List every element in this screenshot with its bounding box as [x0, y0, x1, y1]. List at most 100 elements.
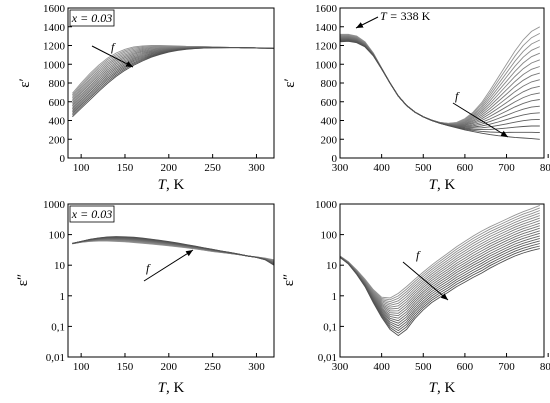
y-tick-label: 1 — [332, 291, 338, 303]
x-tick-label: 300 — [332, 162, 349, 174]
composition-label-box — [69, 205, 115, 223]
panel-bottom-right: 300 400 500 600 700 800 0,01 0,1 1 10 100 1000 ε″ T… — [281, 199, 550, 396]
y-axis-label: ε′ — [282, 78, 298, 88]
ticks-layer: 100 150 200 250 300 0,01 0,1 1 10 100 1000 — [43, 199, 265, 373]
y-tick-label: 0 — [60, 153, 66, 165]
y-tick-label: 1000 — [315, 59, 338, 71]
x-tick-label: 200 — [161, 162, 178, 174]
y-tick-label: 10 — [326, 260, 338, 272]
y-axis-label: ε″ — [281, 274, 297, 287]
x-axis-var: T — [429, 177, 439, 193]
x-axis-label: T, K — [158, 177, 185, 193]
frequency-label: f — [416, 248, 421, 262]
series-line-3 — [339, 210, 540, 303]
series-line-18 — [339, 248, 540, 337]
x-tick-label: 100 — [73, 361, 90, 373]
series-line-5 — [339, 215, 540, 306]
y-tick-label: 100 — [49, 230, 66, 242]
peak-arrow — [355, 16, 379, 29]
y-tick-label: 200 — [321, 134, 338, 146]
composition-label: x = 0.03 — [71, 11, 112, 25]
x-tick-label: 300 — [248, 361, 265, 373]
y-tick-label: 1 — [60, 291, 66, 303]
x-tick-label: 500 — [415, 361, 432, 373]
series-layer — [72, 236, 275, 266]
plot-frame — [339, 203, 545, 358]
series-line-12 — [72, 237, 275, 265]
x-tick-label: 700 — [498, 162, 515, 174]
x-axis-label: T, K — [158, 380, 185, 396]
frequency-arrow — [402, 261, 449, 301]
frequency-arrow — [143, 249, 194, 282]
frequency-label: f — [146, 261, 151, 275]
composition-label: x = 0.03 — [71, 207, 112, 221]
x-tick-label: 800 — [540, 361, 550, 373]
y-tick-label: 600 — [321, 97, 338, 109]
x-axis-label: T, K — [429, 177, 456, 193]
x-axis-unit: , K — [166, 177, 185, 193]
y-tick-label: 800 — [321, 78, 338, 90]
series-line-2 — [339, 207, 540, 301]
x-axis-unit: , K — [166, 380, 185, 396]
series-line-9 — [72, 46, 275, 107]
x-tick-label: 400 — [373, 361, 390, 373]
y-tick-label: 1000 — [43, 59, 66, 71]
frequency-label: f — [455, 89, 460, 103]
y-tick-label: 100 — [321, 230, 338, 242]
series-layer — [339, 204, 540, 337]
y-tick-label: 1000 — [43, 199, 66, 211]
y-tick-label: 0,01 — [46, 352, 65, 364]
x-tick-label: 100 — [73, 162, 90, 174]
x-axis-var: T — [429, 380, 439, 396]
y-tick-label: 800 — [49, 78, 66, 90]
composition-label-box — [69, 9, 115, 27]
x-tick-label: 300 — [332, 361, 349, 373]
series-line-1 — [340, 26, 541, 124]
x-tick-label: 250 — [204, 361, 221, 373]
peak-temperature-label: T = 338 K — [380, 9, 431, 23]
x-axis-var: T — [158, 177, 168, 193]
y-tick-label: 200 — [49, 134, 66, 146]
plot-frame — [67, 203, 275, 358]
y-tick-label: 400 — [49, 116, 66, 128]
frequency-arrow — [452, 102, 509, 138]
x-tick-label: 200 — [161, 361, 178, 373]
x-tick-label: 600 — [457, 361, 474, 373]
series-line-16 — [339, 40, 540, 131]
series-line-16 — [72, 236, 275, 266]
y-tick-label: 10 — [54, 260, 66, 272]
x-tick-label: 150 — [117, 361, 134, 373]
y-tick-label: 0,1 — [323, 321, 337, 333]
x-axis-unit: , K — [437, 380, 456, 396]
y-axis-label: ε″ — [15, 274, 31, 287]
series-line-2 — [340, 33, 541, 124]
series-line-10 — [72, 47, 275, 108]
frequency-arrow — [91, 45, 134, 68]
x-tick-label: 800 — [540, 162, 550, 174]
series-line-3 — [72, 46, 275, 97]
series-line-11 — [72, 47, 275, 110]
panel-bottom-left: 100 150 200 250 300 0,01 0,1 1 10 100 1000 ε″ T, K… — [15, 199, 275, 396]
y-tick-label: 1200 — [43, 41, 66, 53]
ticks-layer: 300 400 500 600 700 800 0 200 400 600 800 1000 1200 1… — [315, 3, 550, 174]
ticks-layer: 300 400 500 600 700 800 0,01 0,1 1 10 100 1000 — [315, 199, 550, 373]
series-line-18 — [339, 40, 540, 140]
series-line-13 — [72, 47, 275, 113]
x-axis-unit: , K — [437, 177, 456, 193]
x-tick-label: 250 — [204, 162, 221, 174]
y-tick-label: 600 — [49, 97, 66, 109]
frequency-label: f — [111, 40, 116, 54]
x-tick-label: 150 — [117, 162, 134, 174]
x-axis-label: T, K — [429, 380, 456, 396]
series-line-7 — [72, 46, 275, 104]
x-tick-label: 600 — [457, 162, 474, 174]
series-line-5 — [72, 46, 275, 100]
series-line-16 — [72, 47, 275, 118]
y-tick-label: 1600 — [43, 3, 66, 15]
panel-top-left: 100 150 200 250 300 0 200 400 600 800 1000 1200 1400… — [17, 3, 275, 193]
y-tick-label: 400 — [321, 116, 338, 128]
series-line-15 — [339, 240, 540, 329]
x-tick-label: 500 — [415, 162, 432, 174]
x-tick-label: 700 — [498, 361, 515, 373]
